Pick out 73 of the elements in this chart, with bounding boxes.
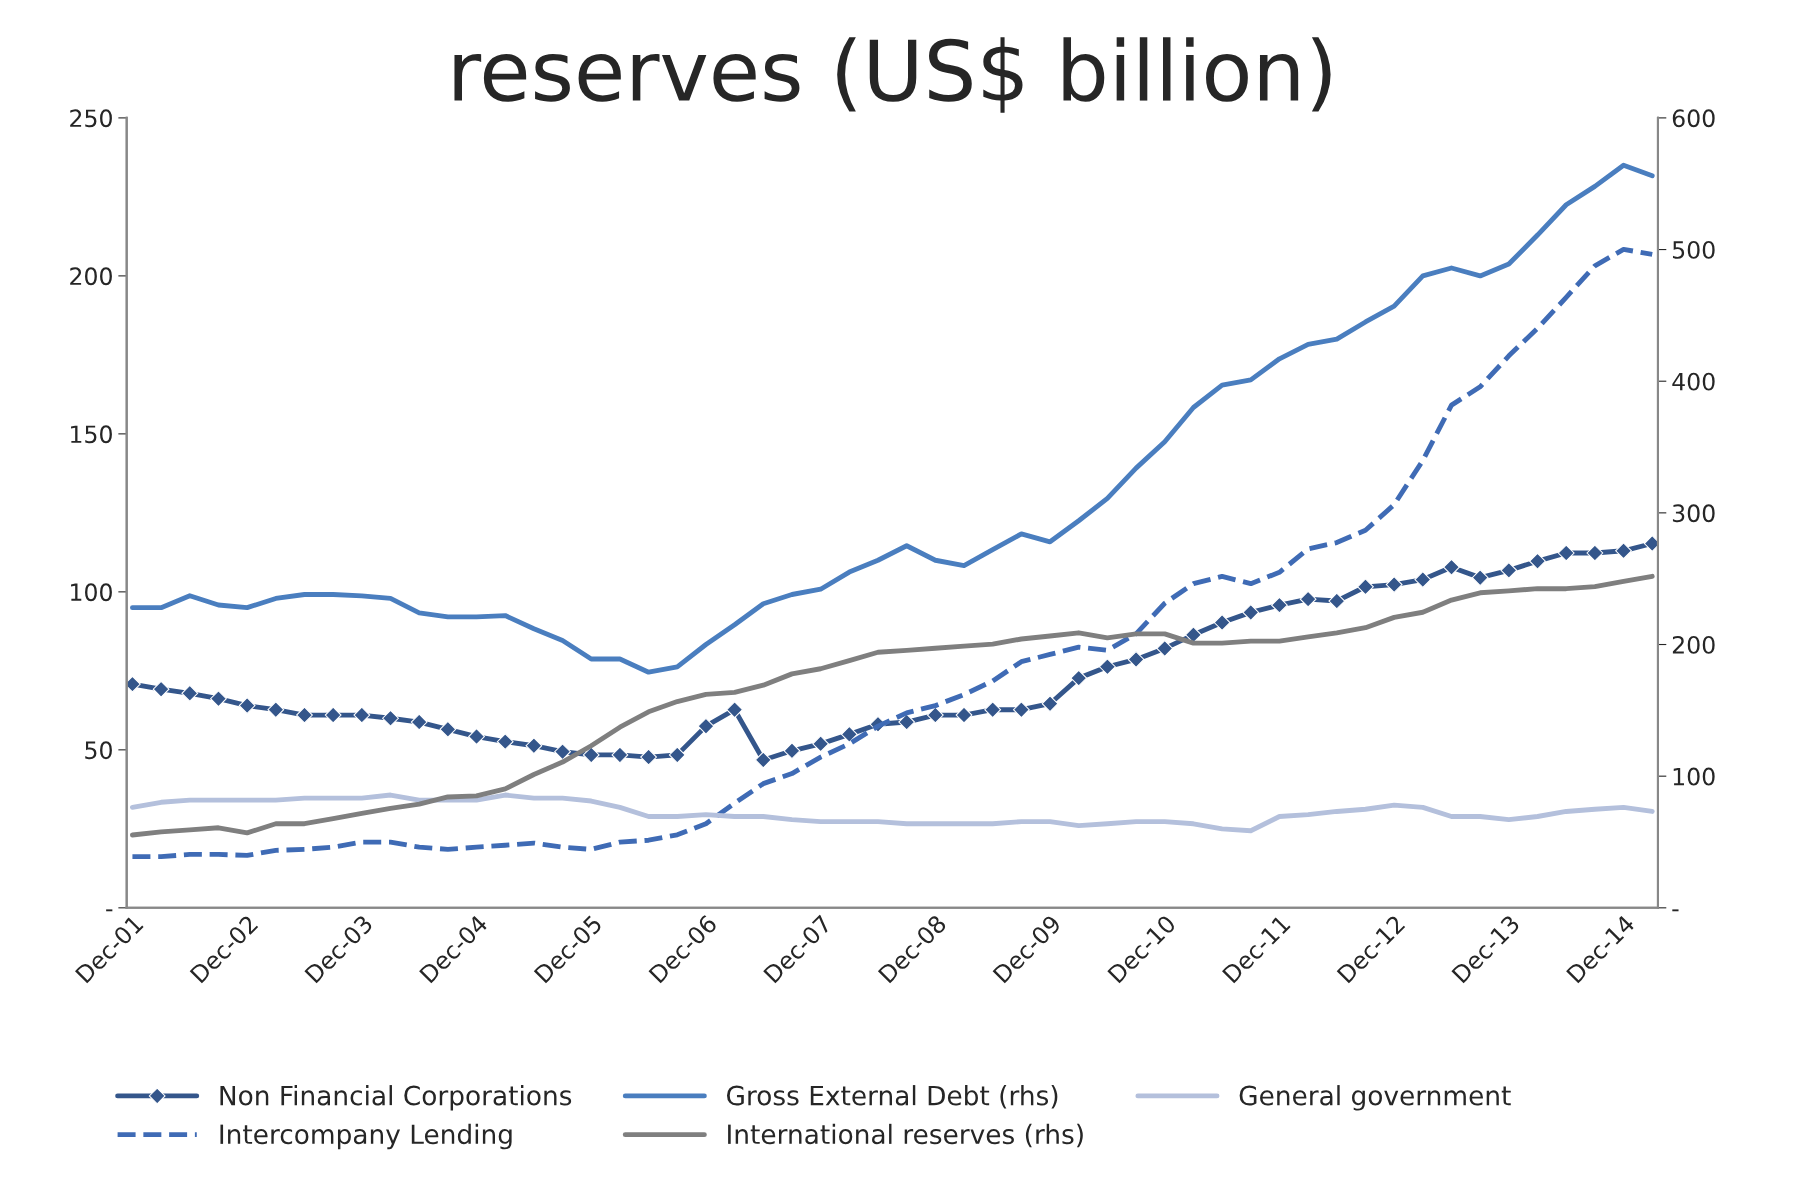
point xyxy=(984,701,1002,719)
point xyxy=(1012,701,1030,719)
y2-tick-label: 200 xyxy=(1672,635,1715,654)
point xyxy=(238,697,256,714)
point xyxy=(926,706,944,724)
point xyxy=(955,706,973,724)
point xyxy=(898,713,916,731)
point xyxy=(152,680,170,698)
y-tick-label: 100 xyxy=(71,583,112,602)
y2-tick-label: - xyxy=(1672,909,1679,912)
point xyxy=(1557,544,1575,562)
point xyxy=(324,706,342,724)
point xyxy=(1070,669,1088,687)
chart-title: reserves (US$ billion) xyxy=(454,37,1331,113)
point xyxy=(1156,640,1174,657)
y2-tick-label: 500 xyxy=(1672,241,1715,259)
y-tick-label: 150 xyxy=(71,425,112,444)
point xyxy=(525,737,543,755)
point xyxy=(1271,596,1288,614)
point xyxy=(1500,562,1518,579)
point xyxy=(353,706,371,724)
point xyxy=(496,733,514,751)
point xyxy=(668,746,686,764)
point xyxy=(554,743,571,761)
point xyxy=(1242,604,1260,621)
point xyxy=(468,728,485,745)
point xyxy=(582,746,600,764)
point xyxy=(382,709,399,727)
y-tick-label: - xyxy=(106,909,113,912)
y2-tick-label: 600 xyxy=(1672,109,1715,128)
legend-label: International reserves (rhs) xyxy=(728,1123,1083,1148)
legend-label: Intercompany Lending xyxy=(220,1123,512,1150)
line-series xyxy=(130,792,1655,834)
point xyxy=(783,742,801,760)
point xyxy=(410,713,428,731)
point xyxy=(296,706,313,724)
point xyxy=(1529,552,1546,570)
legend-label: Gross External Debt (rhs) xyxy=(726,1085,1058,1109)
legend-label: General government xyxy=(1239,1085,1511,1111)
point xyxy=(1328,592,1346,610)
point xyxy=(210,690,227,708)
y-tick-label: 200 xyxy=(70,267,112,286)
y-tick-label: 50 xyxy=(85,741,112,760)
point xyxy=(754,751,772,769)
point xyxy=(640,748,657,766)
point xyxy=(439,720,457,738)
point xyxy=(1586,544,1604,562)
y2-tick-label: 400 xyxy=(1672,372,1715,391)
point xyxy=(1041,695,1059,713)
y2-tick-label: 300 xyxy=(1672,504,1715,523)
point xyxy=(611,746,629,764)
point xyxy=(697,717,715,735)
legend-label: Non Financial Corporations xyxy=(220,1085,572,1111)
point xyxy=(1443,558,1460,576)
point xyxy=(812,735,830,753)
point xyxy=(1414,571,1432,588)
point xyxy=(1385,576,1403,593)
point xyxy=(267,701,285,719)
point xyxy=(1099,658,1116,676)
point xyxy=(181,684,199,702)
point xyxy=(1213,614,1231,631)
y-tick-label: 250 xyxy=(70,109,112,128)
point xyxy=(1299,590,1317,608)
point xyxy=(1357,578,1374,596)
line-series xyxy=(130,573,1655,838)
point xyxy=(1127,651,1145,668)
point xyxy=(726,701,743,719)
y2-tick-label: 100 xyxy=(1673,767,1715,786)
line-series xyxy=(130,162,1655,675)
line-series xyxy=(130,246,1655,860)
point xyxy=(1471,569,1489,587)
point xyxy=(840,725,858,743)
point xyxy=(1615,542,1632,560)
